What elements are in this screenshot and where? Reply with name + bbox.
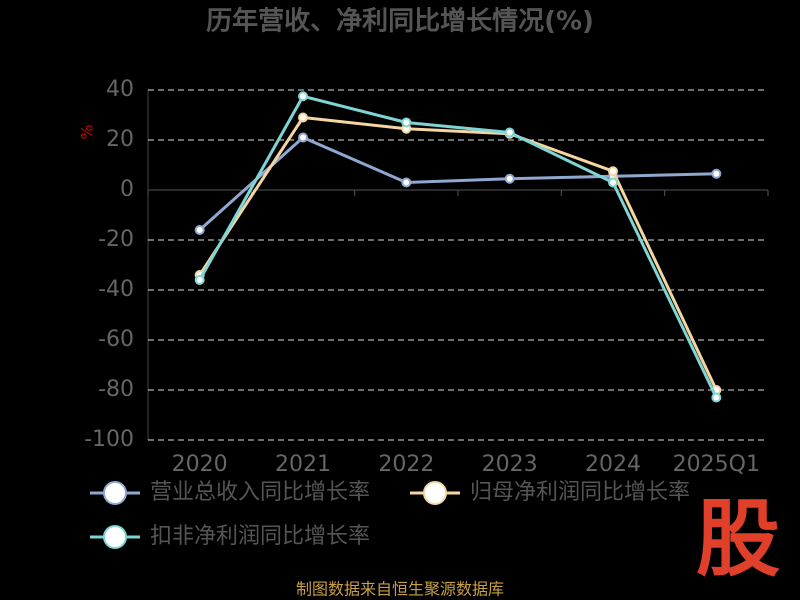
y-tick-label: -40 (98, 277, 134, 302)
y-tick-label: -60 (98, 327, 134, 352)
y-tick-label: -80 (98, 377, 134, 402)
data-point (608, 166, 618, 177)
data-point (298, 91, 308, 102)
data-point (298, 112, 308, 123)
y-tick-label: 40 (106, 77, 134, 102)
x-tick-label: 2023 (482, 452, 538, 477)
data-point (504, 173, 515, 184)
x-tick-label: 2021 (275, 452, 331, 477)
source-note: 制图数据来自恒生聚源数据库 (296, 580, 504, 599)
legend-label: 营业总收入同比增长率 (150, 480, 370, 505)
x-tick-label: 2020 (172, 452, 228, 477)
legend-label: 扣非净利润同比增长率 (150, 524, 370, 549)
data-point (194, 225, 205, 235)
chart-title: 历年营收、净利同比增长情况(%) (206, 6, 594, 37)
data-point (504, 127, 515, 138)
data-point (298, 132, 308, 143)
data-point (608, 177, 618, 188)
legend-label: 归母净利润同比增长率 (470, 480, 690, 505)
y-tick-label: -100 (84, 427, 134, 452)
y-tick-label: 20 (106, 127, 134, 152)
series-line (198, 115, 718, 391)
data-point (711, 168, 722, 179)
x-tick-label: 2022 (378, 452, 434, 477)
y-tick-label: 0 (120, 177, 134, 202)
legend-marker (423, 481, 447, 505)
y-axis-label: % (78, 124, 97, 139)
x-tick-label: 2024 (585, 452, 641, 477)
data-point (401, 177, 412, 188)
y-tick-label: -20 (98, 227, 134, 252)
data-point (401, 117, 412, 128)
x-tick-label: 2025Q1 (673, 452, 760, 477)
series-line (198, 94, 718, 399)
series-line (198, 135, 717, 232)
logo: 股 (696, 490, 780, 588)
legend-marker (103, 525, 127, 549)
legend-marker (103, 481, 127, 505)
data-point (194, 275, 205, 285)
data-point (711, 392, 722, 403)
